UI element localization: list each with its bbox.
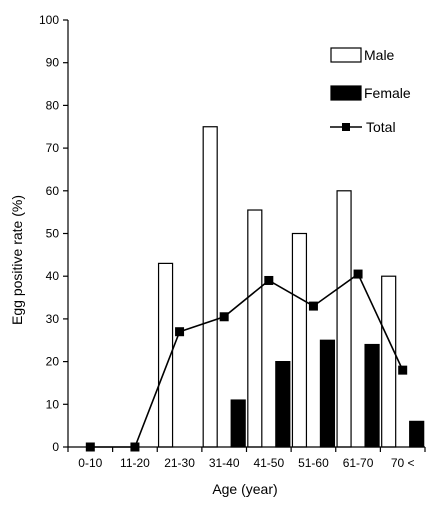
legend-swatch-male [330, 47, 362, 63]
total-line [90, 272, 404, 448]
total-point [175, 327, 185, 337]
total-point [398, 365, 408, 375]
y-tick-label: 10 [46, 397, 60, 411]
bar-male [291, 232, 308, 448]
bar-male [336, 190, 352, 448]
x-tick-label: 31-40 [209, 456, 240, 470]
y-tick-label: 50 [46, 227, 60, 241]
x-tick-label: 41-50 [253, 456, 284, 470]
legend-label-total: Total [366, 119, 396, 135]
legend: Male Female Total [330, 47, 411, 135]
bar-male [381, 275, 397, 448]
legend-label-male: Male [364, 47, 395, 63]
bar-male [247, 209, 263, 448]
plot-area [85, 126, 425, 452]
x-tick-label: 11-20 [120, 456, 150, 470]
bar-female [364, 343, 380, 448]
bar-female [319, 339, 336, 448]
total-point [308, 301, 318, 311]
total-point [264, 275, 274, 285]
bar-male [202, 126, 218, 448]
bar-female [230, 399, 246, 448]
legend-item-male: Male [330, 47, 395, 63]
bar-female [409, 420, 425, 448]
x-tick-label: 21-30 [164, 456, 195, 470]
legend-label-female: Female [364, 85, 411, 101]
y-tick-label: 90 [46, 56, 60, 70]
y-axis-title: Egg positive rate (%) [9, 195, 25, 325]
bars-layer [157, 126, 425, 448]
legend-item-total: Total [330, 119, 396, 135]
x-tick-label: 0-10 [78, 456, 102, 470]
y-tick-label: 60 [46, 184, 60, 198]
y-axis: 0 10 20 30 40 50 60 70 80 90 100 [39, 13, 69, 454]
y-tick-label: 70 [46, 141, 60, 155]
x-axis-title: Age (year) [212, 481, 277, 497]
x-tick-label: 61-70 [343, 456, 374, 470]
y-tick-label: 0 [52, 440, 59, 454]
y-tick-label: 100 [39, 13, 59, 27]
x-tick-label: 51-60 [298, 456, 329, 470]
y-tick-label: 80 [46, 98, 60, 112]
legend-item-female: Female [330, 85, 411, 101]
legend-swatch-female [330, 85, 362, 101]
y-tick-label: 20 [46, 355, 60, 369]
x-tick-label: 70 < [391, 456, 415, 470]
y-tick-label: 30 [46, 312, 60, 326]
total-point [219, 312, 229, 322]
total-line-layer [85, 269, 408, 452]
bar-female [275, 361, 291, 448]
x-axis: 0-10 11-20 21-30 31-40 41-50 51-60 61-70 70 < [67, 446, 426, 470]
total-point [353, 269, 363, 279]
y-tick-label: 40 [46, 269, 60, 283]
legend-marker-total [342, 123, 350, 131]
